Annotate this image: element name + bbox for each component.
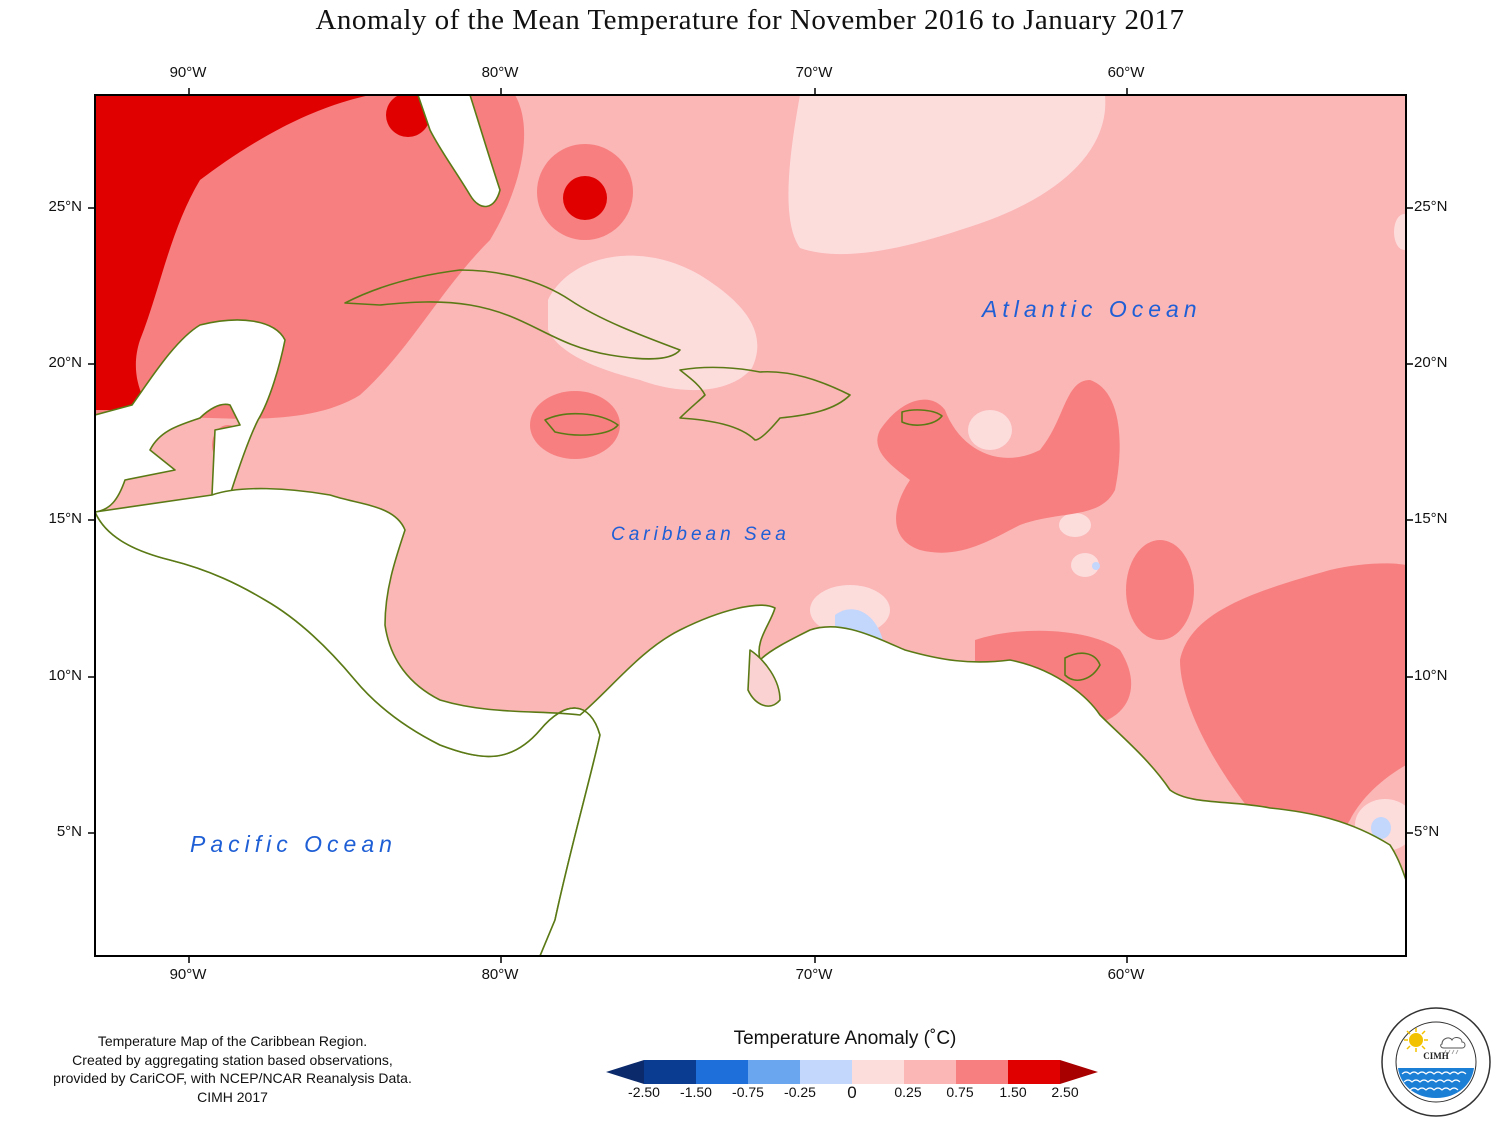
land-cuba	[344, 269, 681, 360]
label-pacific-ocean: Pacific Ocean	[190, 831, 397, 857]
legend-title: Temperature Anomaly (˚C)	[733, 1028, 957, 1049]
legend-swatch	[904, 1060, 956, 1084]
lat-tick-right-5n: 5°N	[1414, 823, 1440, 840]
lat-tick-left-25n: 25°N	[48, 198, 82, 215]
anomaly-warm-patch-leewards	[877, 380, 1120, 553]
land-yucatan	[95, 319, 286, 513]
lon-tick-bottom-90w: 90°W	[169, 966, 207, 983]
anomaly-cool-patch-small	[1092, 562, 1100, 570]
lat-tick-left-5n: 5°N	[56, 823, 82, 840]
legend-swatch	[748, 1060, 800, 1084]
anomaly-cool-patch-east	[1371, 817, 1391, 839]
lon-tick-bottom-80w: 80°W	[481, 966, 519, 983]
note-line: provided by CariCOF, with NCEP/NCAR Rean…	[53, 1070, 412, 1086]
map-title: Anomaly of the Mean Temperature for Nove…	[315, 4, 1185, 36]
anomaly-hot-patch-florida	[386, 95, 430, 137]
lon-tick-top-70w: 70°W	[795, 64, 833, 81]
land-masks	[95, 95, 1406, 956]
tick-marks	[88, 88, 1413, 963]
legend-label: -0.25	[784, 1084, 816, 1100]
lat-tick-right-25n: 25°N	[1414, 198, 1448, 215]
cloud-icon	[1440, 1037, 1466, 1049]
note-line: Created by aggregating station based obs…	[72, 1051, 393, 1068]
anomaly-warm-patch-jamaica	[530, 391, 620, 459]
land-south-america	[95, 487, 1406, 956]
anomaly-hot-patch-gulf	[95, 95, 370, 410]
lat-tick-right-15n: 15°N	[1414, 510, 1448, 527]
waves-icon	[1398, 1068, 1474, 1098]
lon-tick-bottom-70w: 70°W	[795, 966, 833, 983]
legend-swatch	[644, 1060, 696, 1084]
sun-icon	[1404, 1028, 1428, 1052]
lat-tick-right-20n: 20°N	[1414, 354, 1448, 371]
anomaly-light-patch-edge	[1394, 214, 1406, 250]
land-hispaniola	[679, 366, 851, 441]
anomaly-light-patch-windwards	[1059, 513, 1091, 537]
lon-tick-bottom-60w: 60°W	[1107, 966, 1145, 983]
lat-tick-right-10n: 10°N	[1414, 667, 1448, 684]
cimh-logo: CIMH	[1381, 1007, 1491, 1117]
label-atlantic-ocean: Atlantic Ocean	[982, 296, 1202, 322]
logo-abbr: CIMH	[1423, 1051, 1449, 1061]
anomaly-light-patch-leewards	[968, 410, 1012, 450]
map-frame	[94, 94, 1407, 957]
legend-label: 0.75	[946, 1084, 974, 1100]
legend-swatch	[852, 1060, 904, 1084]
anomaly-field	[95, 95, 1406, 956]
lon-tick-top-80w: 80°W	[481, 64, 519, 81]
lat-tick-left-20n: 20°N	[48, 354, 82, 371]
label-caribbean-sea: Caribbean Sea	[611, 524, 790, 545]
anomaly-hot-patch-bahamas	[563, 176, 607, 220]
legend-label-zero: 0	[847, 1083, 857, 1102]
legend-label: -1.50	[680, 1084, 712, 1100]
legend-label: 2.50	[1051, 1084, 1079, 1100]
land-florida	[417, 95, 501, 208]
legend-label: -2.50	[628, 1084, 660, 1100]
anomaly-warm-patch-tobago	[1126, 540, 1194, 640]
anomaly-warm-patch-east-atlantic	[1180, 563, 1406, 956]
rain-icon	[1443, 1049, 1459, 1055]
land-trinidad	[1064, 652, 1101, 681]
legend-swatch	[1008, 1060, 1060, 1084]
lat-tick-left-10n: 10°N	[48, 667, 82, 684]
anomaly-light-patch-atlantic	[788, 95, 1106, 255]
legend-label: -0.75	[732, 1084, 764, 1100]
land-puerto-rico	[901, 409, 943, 426]
land-lake-maracaibo	[747, 649, 781, 707]
anomaly-light-patch-barbados	[1071, 553, 1099, 577]
lon-tick-top-60w: 60°W	[1107, 64, 1145, 81]
legend-swatch	[800, 1060, 852, 1084]
lat-tick-left-15n: 15°N	[48, 510, 82, 527]
note-line: Temperature Map of the Caribbean Region.	[97, 1033, 368, 1049]
land-jamaica	[544, 412, 619, 436]
lon-tick-top-90w: 90°W	[169, 64, 207, 81]
legend-swatch	[696, 1060, 748, 1084]
legend-low-triangle	[606, 1060, 644, 1084]
map-note: Temperature Map of the Caribbean Region.…	[20, 1032, 445, 1106]
legend-label: 1.50	[999, 1084, 1027, 1100]
anomaly-light-patch-cuba	[548, 255, 758, 391]
note-line: CIMH 2017	[197, 1088, 268, 1105]
legend-label: 0.25	[894, 1084, 922, 1100]
legend-high-triangle	[1060, 1060, 1098, 1084]
legend-swatch	[956, 1060, 1008, 1084]
legend-colorbar	[606, 1060, 1098, 1084]
